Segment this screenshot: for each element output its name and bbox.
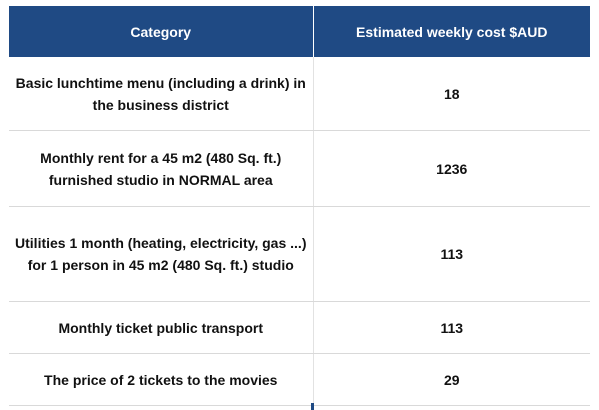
- header-row: Category Estimated weekly cost $AUD: [9, 6, 590, 57]
- category-cell: The price of 2 tickets to the movies: [9, 353, 314, 406]
- table-row: Monthly rent for a 45 m2 (480 Sq. ft.) f…: [9, 130, 590, 207]
- cost-cell: 113: [313, 301, 590, 354]
- cost-table: Category Estimated weekly cost $AUD Basi…: [9, 6, 590, 406]
- table-row: Monthly ticket public transport 113: [9, 301, 590, 354]
- cost-cell: 18: [313, 57, 590, 131]
- cost-cell: 1236: [313, 130, 590, 207]
- header-category: Category: [9, 6, 314, 57]
- cropped-next-row-edge: [311, 403, 314, 410]
- category-cell: Basic lunchtime menu (including a drink)…: [9, 57, 314, 131]
- table-row: Basic lunchtime menu (including a drink)…: [9, 57, 590, 131]
- header-cost: Estimated weekly cost $AUD: [313, 6, 590, 57]
- table-row: Utilities 1 month (heating, electricity,…: [9, 206, 590, 302]
- category-cell: Monthly ticket public transport: [9, 301, 314, 354]
- cost-cell: 113: [313, 206, 590, 302]
- category-cell: Utilities 1 month (heating, electricity,…: [9, 206, 314, 302]
- table-row: The price of 2 tickets to the movies 29: [9, 353, 590, 406]
- category-cell: Monthly rent for a 45 m2 (480 Sq. ft.) f…: [9, 130, 314, 207]
- cost-cell: 29: [313, 353, 590, 406]
